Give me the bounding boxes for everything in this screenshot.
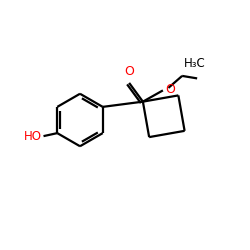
Text: H₃C: H₃C (184, 58, 205, 70)
Text: HO: HO (24, 130, 42, 142)
Text: O: O (124, 66, 134, 78)
Text: O: O (165, 83, 175, 96)
